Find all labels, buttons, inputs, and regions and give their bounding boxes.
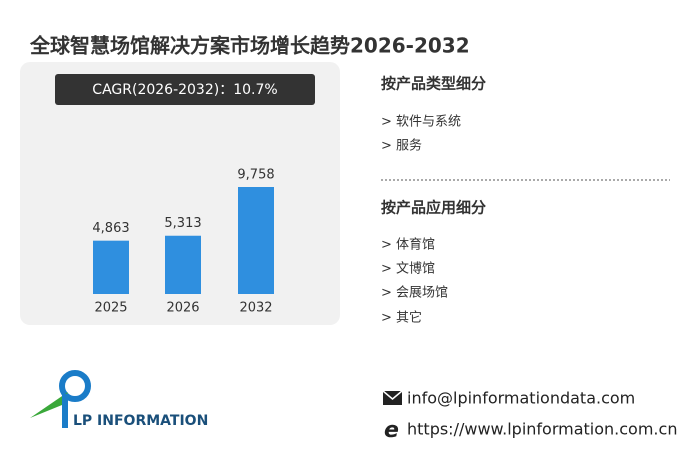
segment-heading: 按产品应用细分: [381, 199, 486, 217]
bar: [93, 240, 129, 294]
x-tick-label: 2026: [166, 301, 199, 316]
bar: [165, 235, 201, 294]
segment-item: > 软件与系统: [381, 115, 461, 130]
segment-item: > 体育馆: [381, 237, 435, 253]
segment-item: > 会展场馆: [381, 286, 448, 301]
x-tick-label: 2025: [94, 301, 127, 316]
value-label: 4,863: [92, 221, 129, 236]
bar: [238, 187, 274, 294]
segment-item: > 其它: [381, 310, 422, 326]
value-label: 9,758: [237, 168, 274, 183]
logo-text: LP INFORMATION: [73, 413, 208, 429]
cagr-text: CAGR(2026-2032)：10.7%: [92, 82, 277, 98]
mail-icon-flap: [382, 390, 403, 400]
x-tick-label: 2032: [239, 301, 272, 316]
value-label: 5,313: [164, 216, 201, 231]
cagr-badge: [55, 74, 315, 105]
contact-email: info@lpinformationdata.com: [407, 389, 635, 408]
segment-item: > 文博馆: [381, 262, 435, 277]
web-icon: e: [384, 418, 399, 443]
logo: LP INFORMATION: [30, 370, 208, 429]
segment-item: > 服务: [381, 138, 422, 154]
page-title: 全球智慧场馆解决方案市场增长趋势2026-2032: [29, 34, 470, 58]
contact-website: https://www.lpinformation.com.cn: [407, 420, 677, 439]
segment-heading: 按产品类型细分: [381, 75, 486, 93]
